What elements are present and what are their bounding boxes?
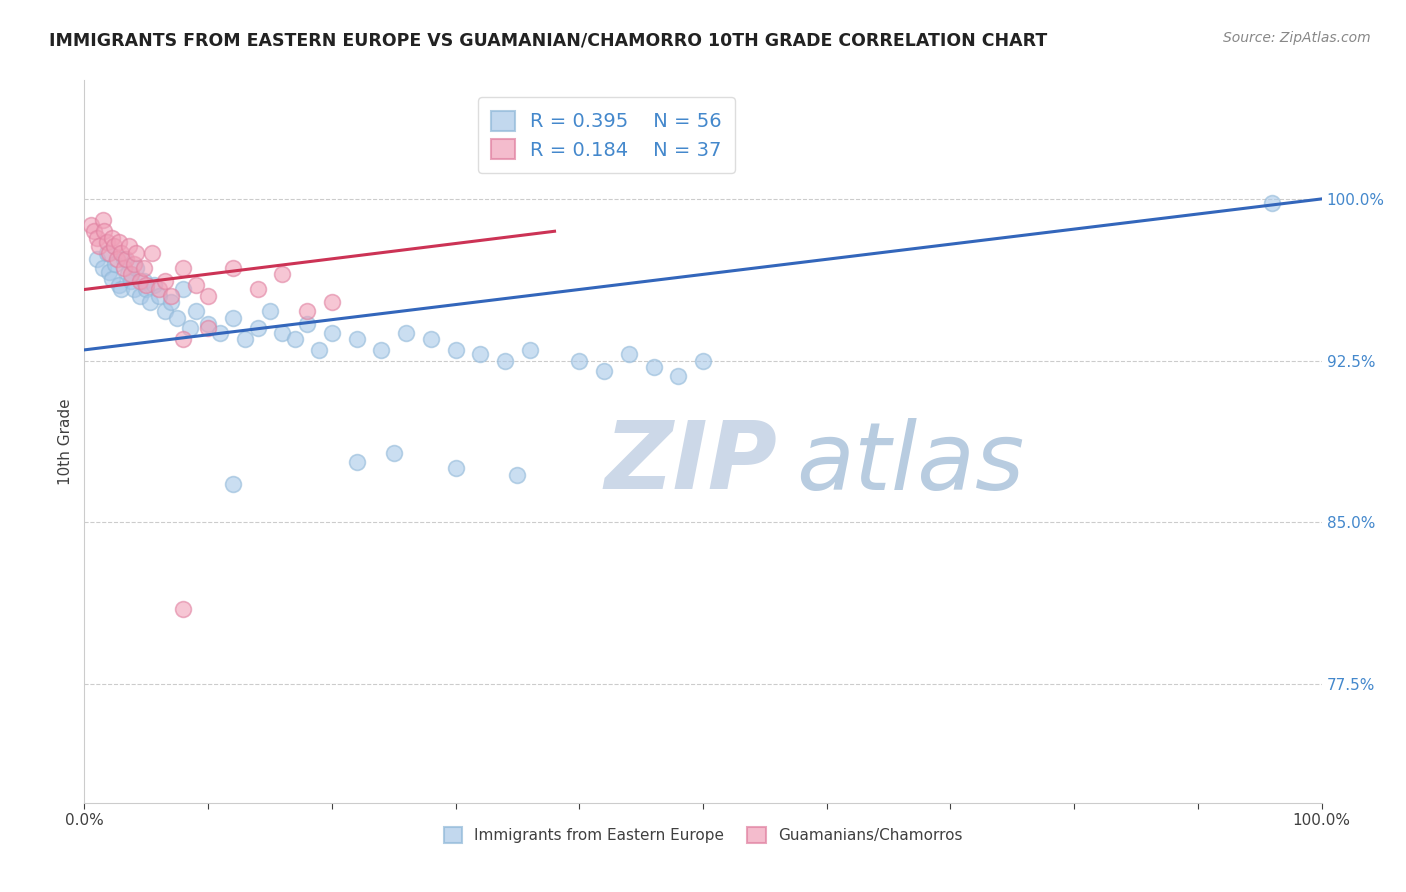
Point xyxy=(112,260,135,275)
Point xyxy=(110,245,132,260)
Point xyxy=(98,265,121,279)
Point xyxy=(172,283,194,297)
Point xyxy=(132,274,155,288)
Point xyxy=(120,274,142,288)
Text: ZIP: ZIP xyxy=(605,417,778,509)
Point xyxy=(135,278,157,293)
Point xyxy=(117,268,139,282)
Point xyxy=(105,252,128,267)
Point xyxy=(692,353,714,368)
Point xyxy=(172,601,194,615)
Point xyxy=(197,317,219,331)
Point xyxy=(295,317,318,331)
Point xyxy=(139,295,162,310)
Point xyxy=(166,310,188,325)
Point xyxy=(470,347,492,361)
Point xyxy=(184,278,207,293)
Point xyxy=(593,364,616,378)
Point xyxy=(666,368,689,383)
Point xyxy=(148,283,170,297)
Point xyxy=(308,343,330,357)
Point xyxy=(321,295,343,310)
Point xyxy=(86,231,108,245)
Point xyxy=(246,283,269,297)
Point xyxy=(617,347,640,361)
Point xyxy=(89,239,111,253)
Text: IMMIGRANTS FROM EASTERN EUROPE VS GUAMANIAN/CHAMORRO 10TH GRADE CORRELATION CHAR: IMMIGRANTS FROM EASTERN EUROPE VS GUAMAN… xyxy=(49,31,1047,49)
Point xyxy=(494,353,516,368)
Point xyxy=(129,289,152,303)
Point xyxy=(179,321,201,335)
Point xyxy=(129,274,152,288)
Point xyxy=(197,321,219,335)
Point xyxy=(444,343,467,357)
Point xyxy=(153,274,176,288)
Point xyxy=(568,353,591,368)
Point xyxy=(259,304,281,318)
Point xyxy=(643,360,665,375)
Point xyxy=(98,245,121,260)
Point xyxy=(222,260,245,275)
Text: Source: ZipAtlas.com: Source: ZipAtlas.com xyxy=(1223,31,1371,45)
Point xyxy=(135,283,157,297)
Point xyxy=(233,332,256,346)
Text: atlas: atlas xyxy=(796,417,1024,508)
Point xyxy=(141,245,163,260)
Legend: Immigrants from Eastern Europe, Guamanians/Chamorros: Immigrants from Eastern Europe, Guamania… xyxy=(437,822,969,849)
Point xyxy=(222,476,245,491)
Point xyxy=(103,239,125,253)
Point xyxy=(444,461,467,475)
Point xyxy=(519,343,541,357)
Point xyxy=(271,268,294,282)
Point xyxy=(108,278,131,293)
Point xyxy=(79,218,101,232)
Point xyxy=(246,321,269,335)
Point xyxy=(209,326,232,340)
Point xyxy=(271,326,294,340)
Point xyxy=(96,235,118,249)
Point xyxy=(100,231,122,245)
Point xyxy=(346,455,368,469)
Point xyxy=(122,257,145,271)
Point xyxy=(395,326,418,340)
Point xyxy=(382,446,405,460)
Point xyxy=(96,245,118,260)
Point xyxy=(1261,196,1284,211)
Point xyxy=(506,467,529,482)
Point xyxy=(125,260,148,275)
Point xyxy=(370,343,392,357)
Point xyxy=(108,235,131,249)
Point xyxy=(160,295,183,310)
Point xyxy=(419,332,441,346)
Point xyxy=(115,252,138,267)
Point xyxy=(184,304,207,318)
Point xyxy=(104,257,127,271)
Point xyxy=(112,252,135,267)
Point xyxy=(222,310,245,325)
Point xyxy=(153,304,176,318)
Point xyxy=(148,289,170,303)
Point xyxy=(91,213,114,227)
Point xyxy=(93,224,115,238)
Y-axis label: 10th Grade: 10th Grade xyxy=(58,398,73,485)
Point xyxy=(321,326,343,340)
Point xyxy=(110,283,132,297)
Point xyxy=(172,332,194,346)
Point xyxy=(91,260,114,275)
Point xyxy=(346,332,368,346)
Point xyxy=(142,278,165,293)
Point xyxy=(125,245,148,260)
Point xyxy=(295,304,318,318)
Point xyxy=(120,268,142,282)
Point xyxy=(86,252,108,267)
Point xyxy=(100,271,122,285)
Point xyxy=(160,289,183,303)
Point xyxy=(118,239,141,253)
Point xyxy=(284,332,307,346)
Point xyxy=(83,224,105,238)
Point xyxy=(122,283,145,297)
Point xyxy=(197,289,219,303)
Point xyxy=(172,260,194,275)
Point xyxy=(132,260,155,275)
